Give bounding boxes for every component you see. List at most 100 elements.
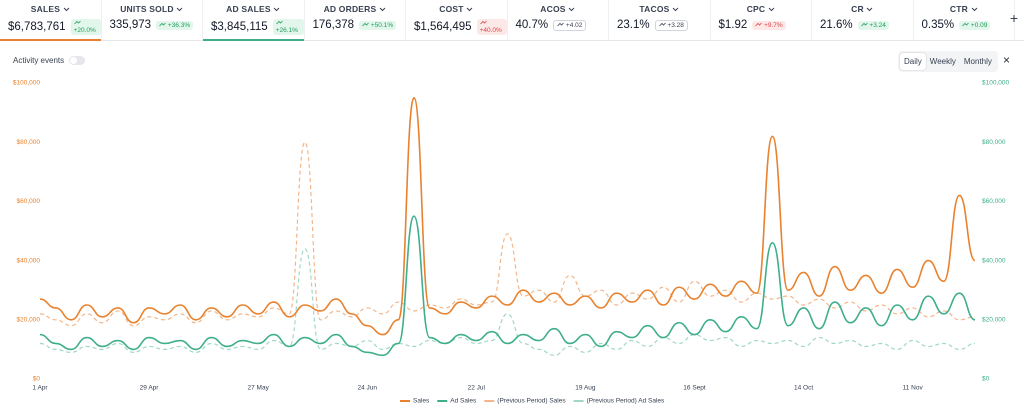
change-text: +3.28 <box>667 21 684 29</box>
metric-row: $1,564,495 +40.0% <box>414 19 507 35</box>
trend-icon <box>860 22 868 26</box>
series-line <box>39 96 976 336</box>
series-line <box>39 215 976 357</box>
metric-tile[interactable]: UNITS SOLD 335,973 +36.3% <box>102 0 203 40</box>
metric-tile[interactable]: COST $1,564,495 +40.0% <box>406 0 508 40</box>
toggle[interactable] <box>69 56 86 65</box>
x-tick-label: 22 Jul <box>468 385 486 392</box>
tile-underline <box>0 39 101 41</box>
change-text: +36.3% <box>167 21 191 29</box>
metric-row: $3,845,115 +26.1% <box>211 19 304 35</box>
metric-value: $1,564,495 <box>414 21 472 33</box>
trend-icon <box>159 22 166 26</box>
trend-icon <box>362 22 369 26</box>
chevron <box>672 7 679 12</box>
metric-row: 21.6% +3.24 <box>820 19 913 31</box>
metric-row: 176,378 +50.1% <box>313 19 406 31</box>
change-text: +50.1% <box>370 21 394 29</box>
metric-row: $6,783,761 +20.0% <box>8 19 101 35</box>
add-metric[interactable]: + <box>1009 10 1018 26</box>
metric-tile[interactable]: ACOS 40.7% +4.02 <box>508 0 609 40</box>
metric-value: 21.6% <box>820 19 853 31</box>
change-text: +0.09 <box>970 21 988 29</box>
x-tick-label: 27 May <box>248 385 270 392</box>
trend-icon <box>557 22 564 26</box>
change-badge: +20.0% <box>70 19 101 35</box>
metric-value: $6,783,761 <box>8 21 66 33</box>
metric-label: CPC <box>719 4 812 14</box>
metric-value: 335,973 <box>109 19 152 31</box>
legend-label: Ad Sales <box>450 398 477 405</box>
change-badge: +36.3% <box>156 20 194 30</box>
period-switch: Daily Weekly Monthly <box>898 51 998 72</box>
x-tick-label: 29 Apr <box>140 385 160 392</box>
chevron <box>63 7 70 12</box>
kpi-bar: SALES $6,783,761 +20.0% UNITS SOLD 335,97… <box>0 0 1024 41</box>
trend-icon <box>275 20 283 25</box>
metric-tile[interactable]: TACOS 23.1% +3.28 <box>609 0 711 40</box>
y-tick-label: $20,000 <box>17 317 41 324</box>
metric-row: 40.7% +4.02 <box>516 19 609 31</box>
y-tick-label: $100,000 <box>13 80 40 87</box>
y-tick-label: $60,000 <box>17 198 41 205</box>
metric-value: $1.92 <box>718 19 748 31</box>
metric-label: COST <box>414 4 507 14</box>
change-badge: +50.1% <box>359 20 397 30</box>
change-text: +4.02 <box>565 21 583 29</box>
x-tick-label: 11 Nov <box>903 385 924 392</box>
chevron <box>867 7 873 12</box>
metric-tile[interactable]: AD ORDERS 176,378 +50.1% <box>305 0 406 40</box>
tile-underline <box>203 39 304 41</box>
period-button[interactable]: Monthly <box>963 57 992 66</box>
activity-label: Activity events <box>13 56 65 65</box>
change-text: +26.1% <box>275 27 298 34</box>
chevron <box>379 7 386 12</box>
activity-toggle[interactable]: Activity events <box>13 56 86 65</box>
change-badge: +0.09 <box>959 20 991 30</box>
change-badge: +3.28 <box>654 19 688 31</box>
chevron <box>176 7 183 12</box>
metric-value: 176,378 <box>312 19 355 31</box>
metric-label: TACOS <box>617 4 710 14</box>
x-tick-label: 16 Sept <box>683 385 706 392</box>
chevron <box>768 7 775 12</box>
chevron <box>971 7 977 12</box>
metric-row: $1.92 +9.7% <box>719 19 812 31</box>
change-badge: +26.1% <box>272 19 304 35</box>
metric-label: CR <box>820 4 913 14</box>
period-button[interactable]: Weekly <box>929 57 956 66</box>
y2-tick-label: $80,000 <box>982 139 1006 146</box>
legend-label: Sales <box>413 398 430 405</box>
period-button[interactable]: Daily <box>900 53 926 70</box>
y2-tick-label: $40,000 <box>982 257 1006 264</box>
trend-icon <box>962 22 969 26</box>
change-badge: +3.24 <box>857 20 889 30</box>
legend-label: (Previous Period) Ad Sales <box>587 398 665 405</box>
close-button[interactable]: × <box>1003 53 1011 67</box>
metric-value: 40.7% <box>515 19 549 31</box>
metric-value: 0.35% <box>921 19 955 31</box>
change-text: +40.0% <box>479 27 502 34</box>
trend-icon <box>658 22 666 26</box>
y2-tick-label: $100,000 <box>982 80 1009 87</box>
metric-label: CTR <box>922 4 1015 14</box>
trend-icon <box>479 20 487 25</box>
metric-tile[interactable]: SALES $6,783,761 +20.0% <box>0 0 102 41</box>
change-badge: +40.0% <box>476 19 507 35</box>
metric-tile[interactable]: CR 21.6% +3.24 <box>812 0 914 40</box>
change-badge: +9.7% <box>752 20 786 30</box>
y2-tick-label: $20,000 <box>982 317 1006 324</box>
y-tick-label: $80,000 <box>17 139 41 146</box>
metric-tile[interactable]: CPC $1.92 +9.7% <box>711 0 812 40</box>
y-tick-label: $0 <box>33 376 41 383</box>
chevron <box>273 7 280 12</box>
chevron <box>466 7 473 12</box>
metric-row: 0.35% +0.09 <box>922 19 1015 31</box>
metric-tile[interactable]: CTR 0.35% +0.09 <box>914 0 1015 40</box>
trend-icon <box>755 22 763 26</box>
metric-tile[interactable]: AD SALES $3,845,115 +26.1% <box>203 0 305 41</box>
metric-value: 23.1% <box>617 19 650 31</box>
x-tick-label: 14 Oct <box>794 385 813 392</box>
